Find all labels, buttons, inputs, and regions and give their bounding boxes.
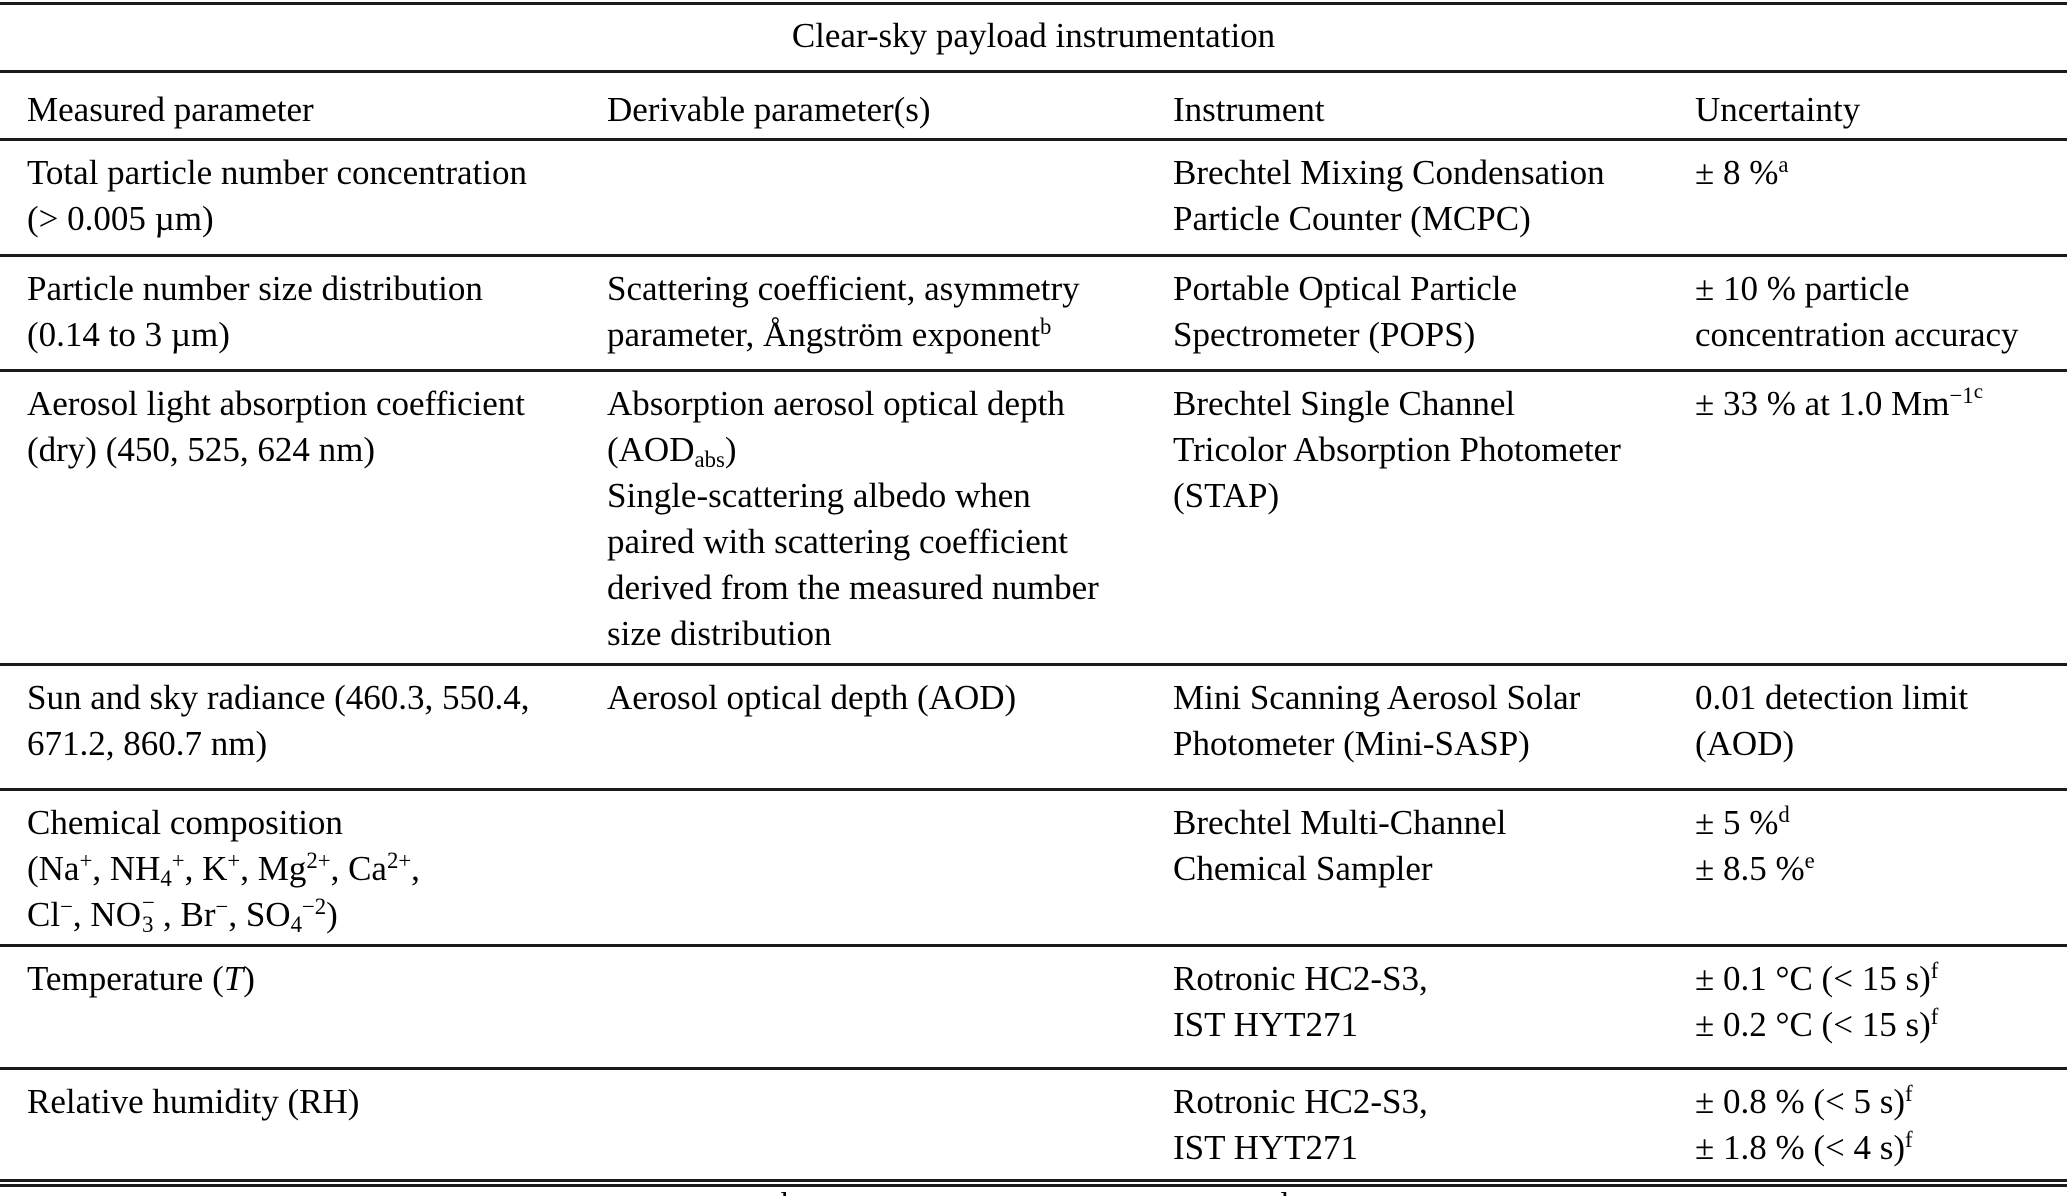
column-header-measured-parameter: Measured parameter [27, 90, 314, 129]
clipped-footnote-fragment: d [1272, 1189, 1289, 1196]
cell-uncertainty: ± 8 %a [1695, 151, 1789, 192]
cell-instrument: Brechtel Single Channel Tricolor Absorpti… [1173, 384, 1621, 515]
table-row: Sun and sky radiance (460.3, 550.4, 671.2… [0, 666, 2067, 788]
cell-instrument: Rotronic HC2-S3, IST HYT271 [1173, 1082, 1428, 1167]
cell-derivable-parameters [607, 947, 1173, 1067]
table-title: Clear-sky payload instrumentation [791, 16, 1276, 55]
cell-measured-parameter: Chemical composition (Na+, NH4+, K+, Mg2+… [27, 803, 420, 938]
cell-instrument: Brechtel Multi-Channel Chemical Sampler [1173, 803, 1507, 888]
row-divider-rule [0, 254, 2067, 257]
table-row: Chemical composition (Na+, NH4+, K+, Mg2+… [0, 791, 2067, 944]
cell-uncertainty: ± 0.8 % (< 5 s)f ± 1.8 % (< 4 s)f [1695, 1080, 1913, 1167]
column-header-derivable-parameters: Derivable parameter(s) [607, 90, 931, 129]
row-divider-rule [0, 944, 2067, 947]
cell-uncertainty: ± 10 % particle concentration accuracy [1695, 269, 2019, 354]
table-row: Aerosol light absorption coefficient (dry… [0, 372, 2067, 663]
table-top-rule [0, 2, 2067, 5]
cell-derivable-parameters [607, 1070, 1173, 1179]
cell-derivable-parameters: Aerosol optical depth (AOD) [607, 678, 1017, 717]
row-divider-rule [0, 1067, 2067, 1070]
cell-derivable-parameters [607, 141, 1173, 254]
table-row: Relative humidity (RH) Rotronic HC2-S3, I… [0, 1070, 2067, 1179]
table-row: Temperature (T) Rotronic HC2-S3, IST HYT2… [0, 947, 2067, 1067]
column-header-instrument: Instrument [1173, 90, 1325, 129]
cell-measured-parameter: Temperature (T) [27, 959, 255, 998]
column-header-uncertainty: Uncertainty [1695, 90, 1861, 129]
cell-instrument: Portable Optical Particle Spectrometer (P… [1173, 269, 1518, 354]
cell-derivable-parameters: Absorption aerosol optical depth (AODabs)… [607, 384, 1099, 653]
clipped-footnote-fragment: a, b [750, 1189, 798, 1196]
cell-uncertainty: ± 0.1 °C (< 15 s)f ± 0.2 °C (< 15 s)f [1695, 957, 1939, 1044]
table-row: Total particle number concentration (> 0.… [0, 141, 2067, 254]
cell-derivable-parameters: Scattering coefficient, asymmetry paramet… [607, 269, 1080, 354]
cell-instrument: Brechtel Mixing Condensation Particle Cou… [1173, 153, 1605, 238]
cell-instrument: Mini Scanning Aerosol Solar Photometer (M… [1173, 678, 1581, 763]
cell-measured-parameter: Relative humidity (RH) [27, 1082, 360, 1121]
rule-below-header [0, 138, 2067, 141]
cell-measured-parameter: Particle number size distribution (0.14 t… [27, 269, 483, 354]
cell-uncertainty: 0.01 detection limit (AOD) [1695, 678, 1969, 763]
row-divider-rule [0, 663, 2067, 666]
cell-uncertainty: ± 33 % at 1.0 Mm−1c [1695, 379, 1984, 423]
row-divider-rule [0, 788, 2067, 791]
cell-derivable-parameters [607, 791, 1173, 944]
table-bottom-rule [0, 1179, 2067, 1187]
cell-uncertainty: ± 5 %d ± 8.5 %e [1695, 801, 1815, 888]
row-divider-rule [0, 369, 2067, 372]
cell-instrument: Rotronic HC2-S3, IST HYT271 [1173, 959, 1428, 1044]
rule-below-title [0, 70, 2067, 73]
cell-measured-parameter: Sun and sky radiance (460.3, 550.4, 671.2… [27, 678, 530, 763]
cell-measured-parameter: Total particle number concentration (> 0.… [27, 153, 527, 238]
table-header-row: Measured parameter Derivable parameter(s… [0, 73, 2067, 138]
table-row: Particle number size distribution (0.14 t… [0, 257, 2067, 369]
cell-measured-parameter: Aerosol light absorption coefficient (dry… [27, 384, 525, 469]
